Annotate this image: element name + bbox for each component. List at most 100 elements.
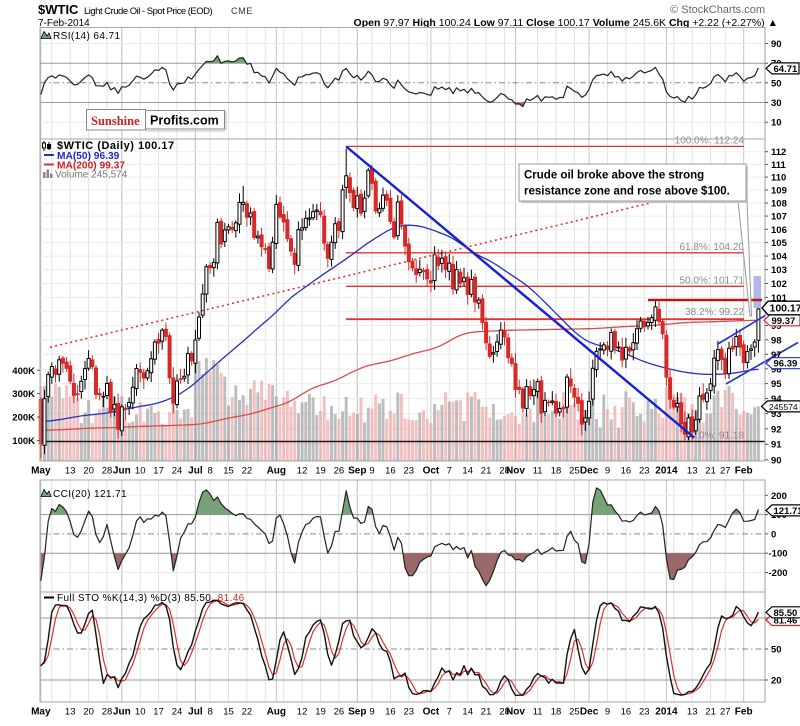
svg-text:13: 13 bbox=[687, 466, 698, 477]
svg-text:Full STO %K(14,3) %D(3) 85.50,: Full STO %K(14,3) %D(3) 85.50, 81.46 bbox=[57, 593, 245, 604]
svg-text:May: May bbox=[31, 466, 51, 477]
svg-text:26: 26 bbox=[334, 707, 345, 718]
svg-text:8: 8 bbox=[207, 707, 212, 718]
svg-text:13: 13 bbox=[65, 466, 76, 477]
svg-text:27: 27 bbox=[720, 707, 731, 718]
svg-text:resistance zone and rose above: resistance zone and rose above $100. bbox=[524, 186, 730, 198]
svg-text:9: 9 bbox=[605, 707, 610, 718]
svg-text:-200: -200 bbox=[769, 568, 788, 579]
svg-text:91: 91 bbox=[771, 440, 782, 451]
svg-text:106: 106 bbox=[771, 225, 787, 236]
svg-text:Aug: Aug bbox=[267, 466, 286, 477]
svg-text:9: 9 bbox=[605, 466, 610, 477]
svg-text:100.17: 100.17 bbox=[770, 303, 800, 315]
svg-text:21: 21 bbox=[481, 466, 492, 477]
svg-text:15: 15 bbox=[223, 707, 234, 718]
svg-text:16: 16 bbox=[385, 466, 396, 477]
svg-text:25: 25 bbox=[569, 707, 580, 718]
svg-text:13: 13 bbox=[687, 707, 698, 718]
svg-text:20: 20 bbox=[83, 707, 94, 718]
svg-text:16: 16 bbox=[385, 707, 396, 718]
svg-text:Feb: Feb bbox=[735, 466, 753, 477]
svg-text:19: 19 bbox=[315, 707, 326, 718]
svg-text:8: 8 bbox=[207, 466, 212, 477]
svg-text:Nov: Nov bbox=[506, 707, 525, 718]
svg-text:Sep: Sep bbox=[348, 707, 366, 718]
svg-text:9: 9 bbox=[369, 707, 374, 718]
svg-text:61.8%: 104.20: 61.8%: 104.20 bbox=[680, 242, 745, 253]
svg-text:23: 23 bbox=[404, 466, 415, 477]
svg-text:Sep: Sep bbox=[348, 466, 366, 477]
svg-text:200K: 200K bbox=[12, 413, 35, 424]
svg-text:102: 102 bbox=[771, 279, 787, 290]
svg-text:7: 7 bbox=[447, 707, 452, 718]
svg-text:Feb: Feb bbox=[735, 707, 753, 718]
svg-text:25: 25 bbox=[569, 466, 580, 477]
svg-text:22: 22 bbox=[242, 707, 253, 718]
svg-text:2014: 2014 bbox=[655, 466, 678, 477]
svg-text:400K: 400K bbox=[12, 366, 35, 377]
svg-text:16: 16 bbox=[621, 707, 632, 718]
svg-text:Oct: Oct bbox=[423, 707, 440, 718]
svg-text:30: 30 bbox=[771, 98, 782, 109]
svg-text:Dec: Dec bbox=[580, 466, 599, 477]
svg-text:10: 10 bbox=[135, 466, 146, 477]
svg-text:38.2%: 99.22: 38.2%: 99.22 bbox=[685, 307, 744, 318]
svg-text:10: 10 bbox=[135, 707, 146, 718]
svg-text:Nov: Nov bbox=[506, 466, 525, 477]
svg-text:23: 23 bbox=[639, 707, 650, 718]
svg-text:107: 107 bbox=[771, 212, 787, 223]
svg-text:11: 11 bbox=[533, 707, 543, 718]
svg-text:Jul: Jul bbox=[188, 466, 203, 477]
svg-text:50: 50 bbox=[771, 78, 782, 89]
svg-text:90: 90 bbox=[771, 455, 782, 466]
svg-text:28: 28 bbox=[102, 466, 113, 477]
svg-text:Aug: Aug bbox=[267, 707, 286, 718]
svg-text:85.50: 85.50 bbox=[774, 608, 798, 619]
svg-text:100K: 100K bbox=[12, 436, 35, 447]
svg-text:100.0%: 112.24: 100.0%: 112.24 bbox=[675, 136, 745, 147]
svg-text:12: 12 bbox=[297, 707, 308, 718]
svg-text:92: 92 bbox=[771, 424, 782, 435]
svg-text:26: 26 bbox=[334, 466, 345, 477]
svg-text:108: 108 bbox=[771, 199, 787, 210]
svg-text:13: 13 bbox=[65, 707, 76, 718]
svg-text:RSI(14) 64.71: RSI(14) 64.71 bbox=[53, 31, 120, 42]
svg-text:CCI(20) 121.71: CCI(20) 121.71 bbox=[53, 489, 127, 500]
svg-text:20: 20 bbox=[771, 676, 782, 687]
svg-text:0: 0 bbox=[771, 529, 776, 540]
svg-text:105: 105 bbox=[771, 238, 788, 249]
svg-text:Jun: Jun bbox=[113, 707, 131, 718]
svg-text:50.0%: 101.71: 50.0%: 101.71 bbox=[680, 275, 745, 286]
svg-text:245574: 245574 bbox=[769, 402, 798, 412]
svg-text:$WTIC: $WTIC bbox=[38, 2, 79, 17]
svg-text:112: 112 bbox=[771, 147, 786, 158]
svg-text:-100: -100 bbox=[769, 549, 788, 560]
svg-text:0.0%: 91.18: 0.0%: 91.18 bbox=[691, 431, 745, 442]
svg-text:200: 200 bbox=[771, 491, 787, 502]
svg-text:109: 109 bbox=[771, 186, 787, 197]
svg-text:Sunshine: Sunshine bbox=[91, 114, 140, 128]
svg-text:May: May bbox=[31, 707, 51, 718]
svg-text:12: 12 bbox=[297, 466, 308, 477]
svg-text:Jun: Jun bbox=[113, 466, 131, 477]
svg-text:Jul: Jul bbox=[188, 707, 203, 718]
svg-text:90: 90 bbox=[771, 39, 782, 50]
svg-text:50: 50 bbox=[771, 645, 782, 656]
svg-text:19: 19 bbox=[315, 466, 326, 477]
svg-text:11: 11 bbox=[533, 466, 543, 477]
svg-text:98: 98 bbox=[771, 335, 782, 346]
svg-text:© StockCharts.com: © StockCharts.com bbox=[670, 4, 765, 16]
svg-text:27: 27 bbox=[720, 466, 731, 477]
svg-text:Light Crude Oil - Spot Price (: Light Crude Oil - Spot Price (EOD) bbox=[84, 6, 213, 17]
svg-text:Dec: Dec bbox=[580, 707, 599, 718]
svg-text:21: 21 bbox=[705, 466, 716, 477]
svg-text:10: 10 bbox=[771, 118, 782, 129]
svg-text:104: 104 bbox=[771, 252, 788, 263]
svg-text:15: 15 bbox=[223, 466, 234, 477]
svg-text:17: 17 bbox=[153, 466, 164, 477]
svg-text:23: 23 bbox=[404, 707, 415, 718]
svg-text:111: 111 bbox=[771, 160, 787, 171]
svg-text:9: 9 bbox=[369, 466, 374, 477]
svg-text:14: 14 bbox=[462, 466, 473, 477]
